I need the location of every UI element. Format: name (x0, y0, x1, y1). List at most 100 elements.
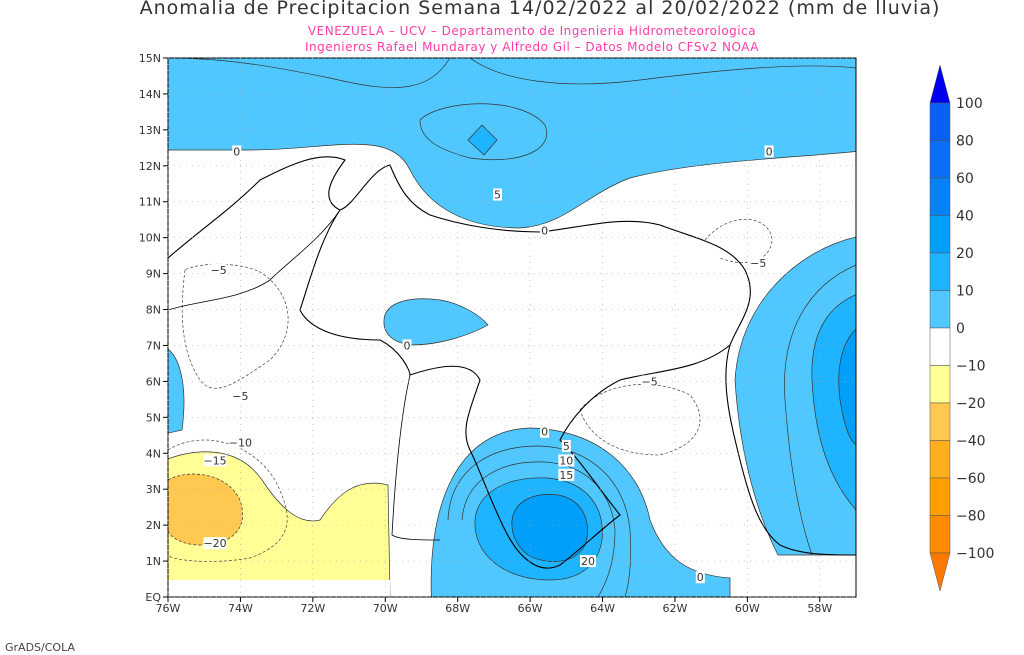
contour-label: 15 (559, 469, 573, 482)
y-tick-label: 4N (146, 447, 161, 460)
y-tick-label: 7N (146, 339, 161, 352)
central-positive-anomaly (383, 298, 489, 346)
colorbar-label: 60 (956, 171, 974, 187)
contour-label-bg (561, 440, 571, 453)
y-tick-label: EQ (145, 591, 161, 604)
colorbar-label: 100 (956, 96, 983, 112)
y-tick-label: 15N (139, 52, 161, 65)
contour-label-bg (540, 425, 550, 438)
y-tick-label: 2N (146, 519, 161, 532)
contour-label: 0 (697, 571, 704, 584)
contour-label: −5 (641, 375, 657, 388)
west-core-negative (168, 473, 243, 546)
contour-label-bg (203, 537, 227, 550)
contour-label: 5 (494, 189, 501, 202)
x-tick-label: 64W (590, 602, 615, 615)
y-tick-label: 5N (146, 411, 161, 424)
x-tick-label: 60W (735, 602, 760, 615)
contour-label: −10 (229, 436, 252, 449)
colorbar-swatch (929, 440, 951, 479)
contour-label: 0 (403, 339, 410, 352)
grads-credit: GrADS/COLA (5, 641, 75, 654)
venezuela-border (299, 209, 731, 569)
y-tick-label: 13N (139, 124, 161, 137)
contour-label: −5 (750, 257, 766, 270)
colorbar-label: −100 (956, 546, 994, 562)
contour-label-bg (750, 256, 767, 269)
contour-label: 0 (233, 145, 240, 158)
y-tick-label: 3N (146, 483, 161, 496)
contour-label-bg (764, 145, 774, 158)
colorbar-swatch (929, 252, 951, 291)
colorbar-label: −20 (956, 396, 986, 412)
contour-label: −5 (211, 264, 227, 277)
north-positive-anomaly (168, 58, 856, 229)
graticule (167, 57, 856, 598)
colorbar-label: 20 (956, 246, 974, 262)
colorbar-label: −10 (956, 359, 986, 375)
east-positive-anomaly (734, 236, 856, 556)
x-tick-label: 66W (518, 602, 543, 615)
y-tick-label: 9N (146, 268, 161, 281)
colorbar-label: −60 (956, 471, 986, 487)
y-tick-label: 10N (139, 232, 161, 245)
subtitle-authors: Ingenieros Rafael Mundaray y Alfredo Gil… (304, 40, 760, 54)
contour-label-bg (228, 436, 252, 449)
x-tick-label: 72W (300, 602, 325, 615)
colorbar-swatch (929, 327, 951, 366)
colorbar-swatch (929, 402, 951, 441)
colorbar-bottom-arrow (929, 552, 951, 592)
north-core (467, 124, 498, 156)
contour-label-bg (540, 224, 550, 237)
map-title: Anomalia de Precipitacion Semana 14/02/2… (139, 0, 941, 19)
x-tick-label: 70W (373, 602, 398, 615)
x-tick-label: 62W (663, 602, 688, 615)
y-tick-label: 12N (139, 160, 161, 173)
colorbar-label: 40 (956, 209, 974, 225)
west-edge-anomaly (168, 348, 185, 434)
x-tick-label: 68W (445, 602, 470, 615)
contour-label: −15 (203, 454, 226, 467)
colorbar-swatch (929, 177, 951, 216)
contour-label-bg (203, 454, 227, 467)
colorbar-label: 0 (956, 321, 965, 337)
map-frame (167, 57, 857, 598)
colorbar-label: −80 (956, 509, 986, 525)
x-tick-label: 74W (228, 602, 253, 615)
contour-label: 5 (563, 440, 570, 453)
colorbar-label: 10 (956, 284, 974, 300)
contour-label-bg (580, 555, 597, 568)
colorbar-swatch (929, 515, 951, 554)
contour-label-bg (493, 188, 503, 201)
y-tick-label: 14N (139, 88, 161, 101)
colorbar-label: 80 (956, 134, 974, 150)
shaded-fields (168, 58, 856, 597)
colorbar-swatch (929, 140, 951, 179)
y-tick-label: 8N (146, 304, 161, 317)
colorbar-label: −40 (956, 434, 986, 450)
contour-label-bg (210, 264, 227, 277)
contour-label-bg (232, 145, 242, 158)
contour-label-bg (558, 454, 575, 467)
contour-label: −5 (232, 390, 248, 403)
colorbar-swatch (929, 290, 951, 329)
contour-label-bg (641, 375, 658, 388)
contour-label-bg (558, 468, 575, 481)
colorbar-top-arrow (929, 64, 951, 104)
axis-labels: 76W 74W 72W 70W 68W 66W 64W 62W 60W 58W EQ 1N 2N 3N 4N… (139, 52, 833, 615)
x-tick-label: 76W (156, 602, 181, 615)
y-tick-label: 6N (146, 375, 161, 388)
colorbar-swatch (929, 365, 951, 404)
contour-label: 0 (541, 224, 548, 237)
contour-label: −20 (203, 537, 226, 550)
contour-label-bg (232, 389, 249, 402)
contour-label: 0 (541, 426, 548, 439)
colorbar-swatch (929, 102, 951, 141)
y-tick-label: 11N (139, 196, 161, 209)
contour-label: 20 (581, 555, 595, 568)
y-tick-label: 1N (146, 555, 161, 568)
